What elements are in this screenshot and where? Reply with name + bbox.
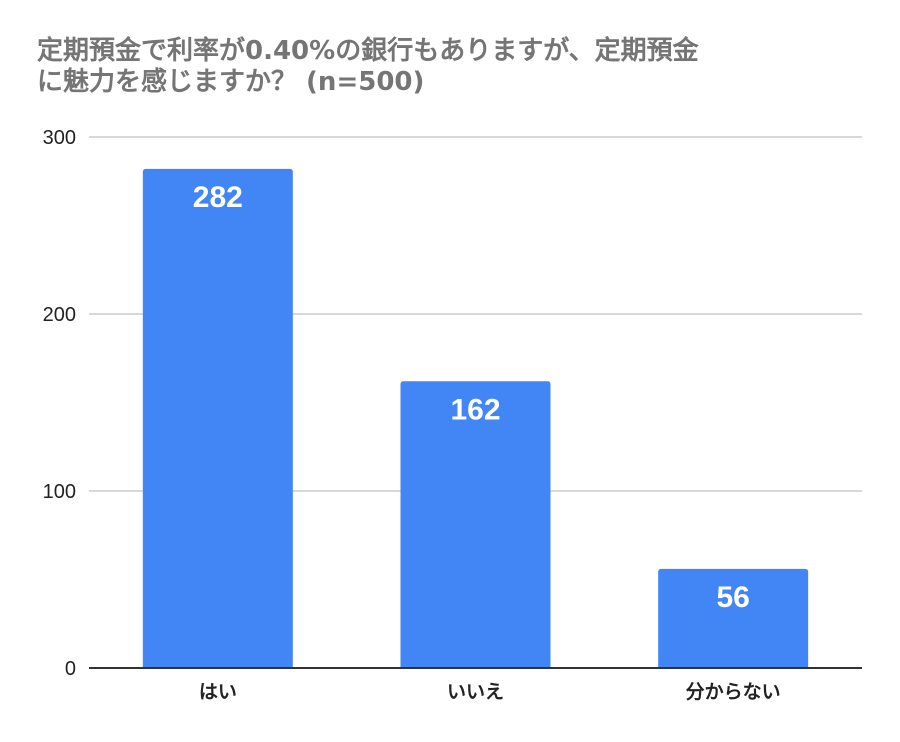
category-label-1: はい <box>199 681 237 703</box>
data-label-3: 56 <box>716 581 749 614</box>
y-tick-label: 100 <box>43 481 76 503</box>
category-label-2: いいえ <box>447 681 504 703</box>
bar-2 <box>400 381 551 668</box>
chart-title-line-1: 定期預金で利率が0.40%の銀行もありますが、定期預金 <box>37 36 699 66</box>
y-tick-label: 0 <box>65 658 76 680</box>
y-axis-ticks: 0 100 200 300 <box>43 127 76 680</box>
bars <box>142 168 809 669</box>
chart-title: 定期預金で利率が0.40%の銀行もありますが、定期預金 に魅力を感じますか？ (… <box>37 36 877 98</box>
bar-3 <box>658 568 809 668</box>
category-label-3: 分からない <box>686 681 781 703</box>
data-label-2: 162 <box>450 393 500 426</box>
chart-title-line-2: に魅力を感じますか？ (n=500) <box>37 67 425 97</box>
bar-1 <box>142 168 293 669</box>
data-label-1: 282 <box>193 181 243 214</box>
y-tick-label: 300 <box>43 127 76 149</box>
y-tick-label: 200 <box>43 304 76 326</box>
x-axis-ticks: はい いいえ 分からない <box>199 681 781 703</box>
data-labels: 282 162 56 <box>193 181 750 614</box>
